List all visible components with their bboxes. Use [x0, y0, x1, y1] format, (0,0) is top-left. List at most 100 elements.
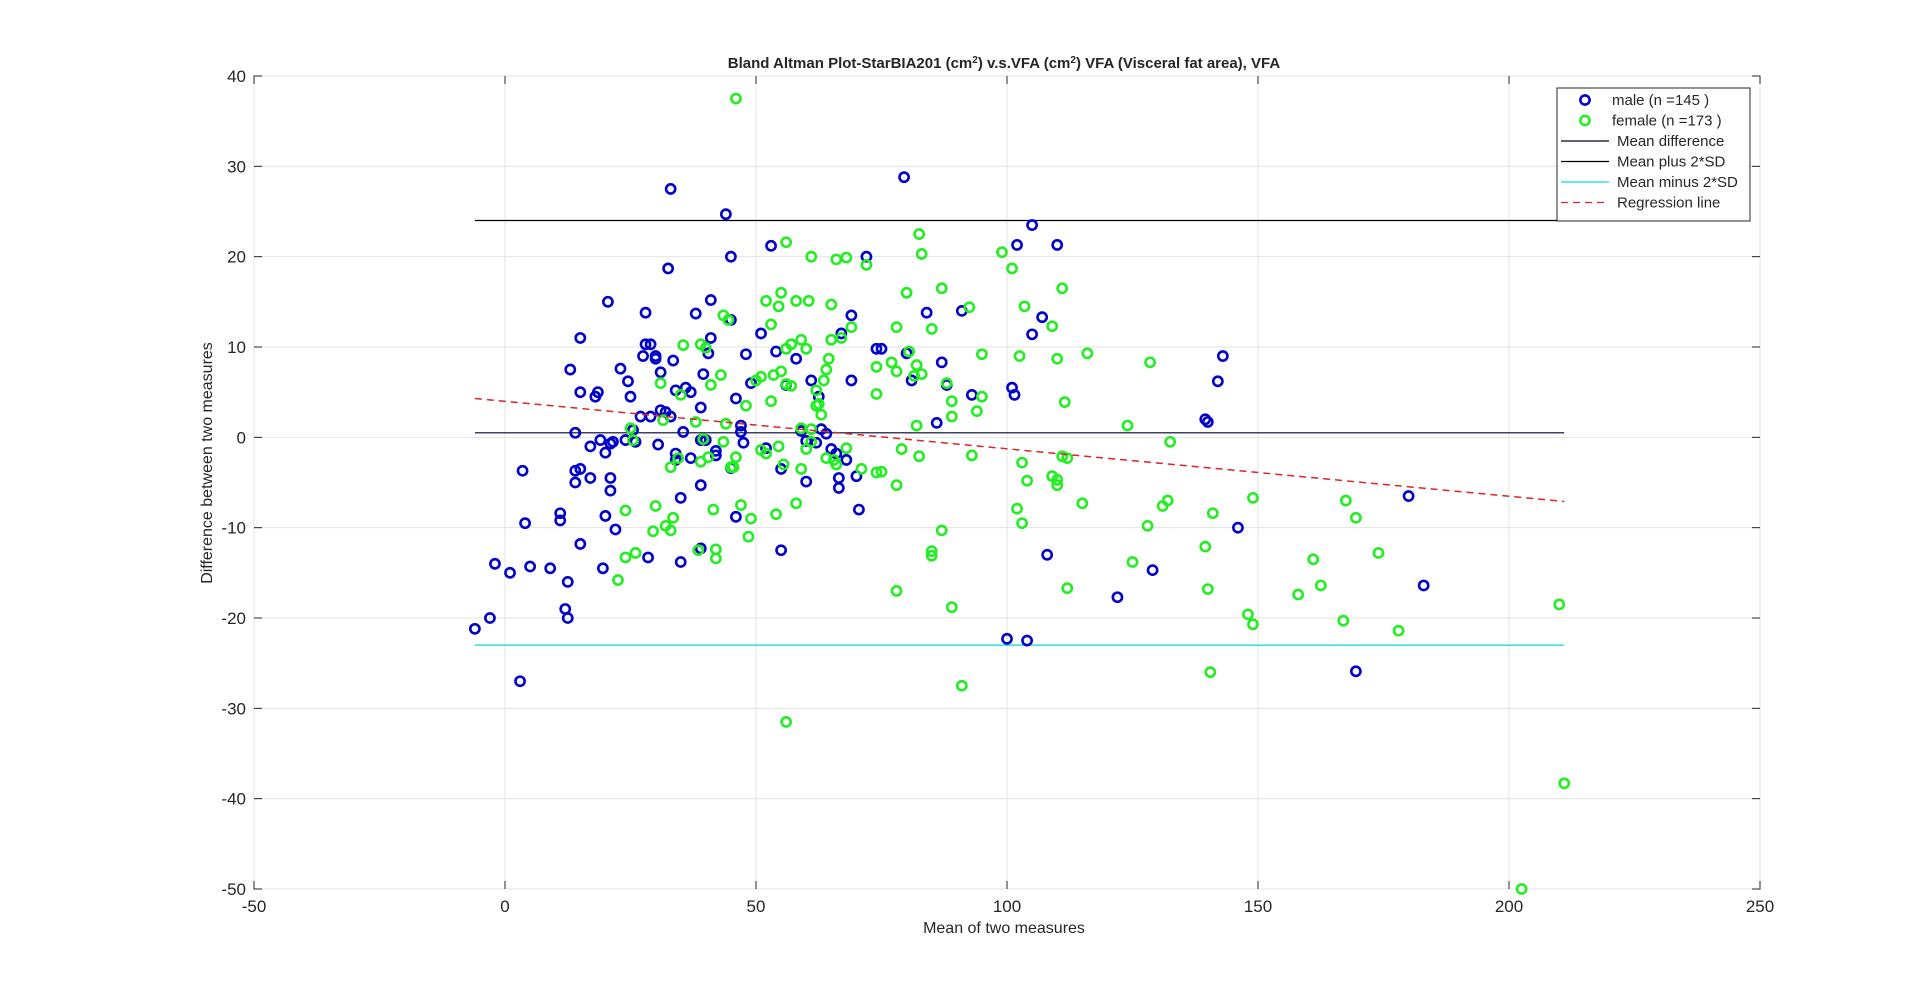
- male-point: [735, 426, 747, 438]
- female-point: [1058, 396, 1071, 409]
- female-point: [910, 359, 923, 371]
- male-point: [737, 436, 750, 449]
- female-point: [1553, 598, 1566, 611]
- female-point: [1141, 519, 1154, 532]
- female-point: [1242, 608, 1254, 621]
- male-point: [810, 436, 823, 449]
- male-point: [853, 503, 865, 516]
- male-point: [484, 612, 496, 624]
- male-point: [689, 307, 702, 320]
- female-point: [795, 333, 808, 346]
- female-point: [1558, 777, 1571, 790]
- male-point: [639, 306, 652, 319]
- x-tick-label: 50: [747, 897, 766, 916]
- female-point: [845, 321, 858, 334]
- male-point: [704, 294, 717, 306]
- male-point: [920, 306, 933, 319]
- male-point: [697, 368, 710, 380]
- female-point: [790, 497, 803, 510]
- legend-mean-minus-2-sd-label: Mean minus 2*SD: [1617, 174, 1738, 191]
- male-point: [624, 390, 637, 403]
- male-point: [735, 419, 747, 432]
- female-point: [870, 360, 883, 373]
- female-point: [672, 452, 685, 465]
- male-point: [1232, 521, 1244, 534]
- female-point: [945, 395, 958, 408]
- female-point: [735, 499, 747, 511]
- male-point: [664, 183, 677, 195]
- male-point: [594, 434, 607, 446]
- female-point: [1199, 540, 1212, 553]
- female-point: [1349, 511, 1362, 524]
- male-point: [875, 342, 888, 355]
- female-point: [802, 295, 815, 307]
- male-point: [599, 510, 612, 522]
- female-point: [1164, 435, 1177, 448]
- y-axis-label: Difference between two measures: [199, 342, 216, 584]
- female-point: [860, 258, 873, 271]
- female-point: [890, 321, 903, 334]
- female-point: [970, 405, 983, 418]
- female-point: [770, 508, 782, 521]
- female-point: [800, 342, 813, 355]
- female-point: [913, 228, 926, 240]
- female-point: [805, 250, 818, 263]
- male-point: [935, 356, 948, 369]
- female-point: [689, 416, 702, 428]
- male-point: [584, 472, 597, 484]
- female-point: [619, 504, 632, 517]
- female-point: [755, 370, 767, 383]
- male-point: [709, 449, 722, 462]
- male-point: [1199, 413, 1212, 426]
- male-point: [674, 556, 687, 568]
- female-point: [820, 452, 833, 465]
- plot-area: -50 0 50 100 150 200 250 -50 -40 -30 -20 -10 0 10 20 30…: [221, 67, 1774, 916]
- female-point: [619, 551, 632, 564]
- female-point: [945, 601, 958, 614]
- legend-regression-line-label: Regression line: [1617, 195, 1720, 212]
- female-point: [674, 388, 687, 401]
- x-axis-label: Mean of two measures: [923, 920, 1085, 937]
- legend: male (n =145 ) female (n =173 ) Mean diffe…: [1556, 87, 1751, 222]
- male-point: [609, 523, 622, 536]
- female-point: [1021, 474, 1033, 487]
- female-point: [935, 524, 948, 537]
- male-point: [840, 454, 853, 466]
- female-point: [855, 463, 868, 475]
- female-point: [740, 399, 752, 412]
- female-point: [1204, 666, 1217, 679]
- male-point: [596, 562, 609, 575]
- female-point: [1337, 614, 1350, 627]
- female-point: [955, 679, 968, 692]
- x-tick-label: 200: [1495, 897, 1523, 916]
- male-point: [599, 446, 612, 459]
- female-point: [925, 545, 938, 558]
- female-point: [1056, 282, 1069, 295]
- female-point: [935, 282, 948, 295]
- male-point: [1051, 239, 1064, 251]
- y-tick-label: -30: [221, 699, 246, 718]
- male-point: [554, 507, 567, 520]
- male-point: [765, 239, 777, 252]
- legend-box: [1556, 87, 1751, 222]
- male-point: [719, 208, 732, 221]
- female-point: [772, 300, 785, 313]
- female-point: [624, 422, 637, 435]
- tick-marks: [253, 75, 1761, 890]
- male-point: [1111, 591, 1124, 604]
- legend-mean-plus-2-sd-label: Mean plus 2*SD: [1617, 154, 1726, 171]
- female-point: [1372, 547, 1385, 559]
- female-point: [820, 363, 833, 376]
- female-point: [1016, 456, 1028, 469]
- legend-female-n-173-marker: [1579, 114, 1591, 127]
- male-point: [514, 675, 526, 688]
- title-part-1: Bland Altman Plot-StarBIA201 (cm: [728, 55, 973, 72]
- female-point: [965, 449, 978, 462]
- female-point: [772, 440, 785, 453]
- female-point: [785, 379, 798, 392]
- female-point: [702, 451, 715, 464]
- female-point: [697, 433, 710, 446]
- female-point: [717, 435, 730, 448]
- female-point: [976, 348, 988, 361]
- legend-male-n-145-marker: [1579, 94, 1591, 106]
